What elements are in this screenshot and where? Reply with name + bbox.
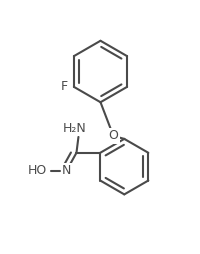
Text: N: N: [62, 164, 71, 177]
Text: F: F: [61, 80, 68, 93]
Text: HO: HO: [27, 164, 47, 177]
Text: O: O: [108, 130, 118, 142]
Text: H₂N: H₂N: [62, 122, 86, 135]
